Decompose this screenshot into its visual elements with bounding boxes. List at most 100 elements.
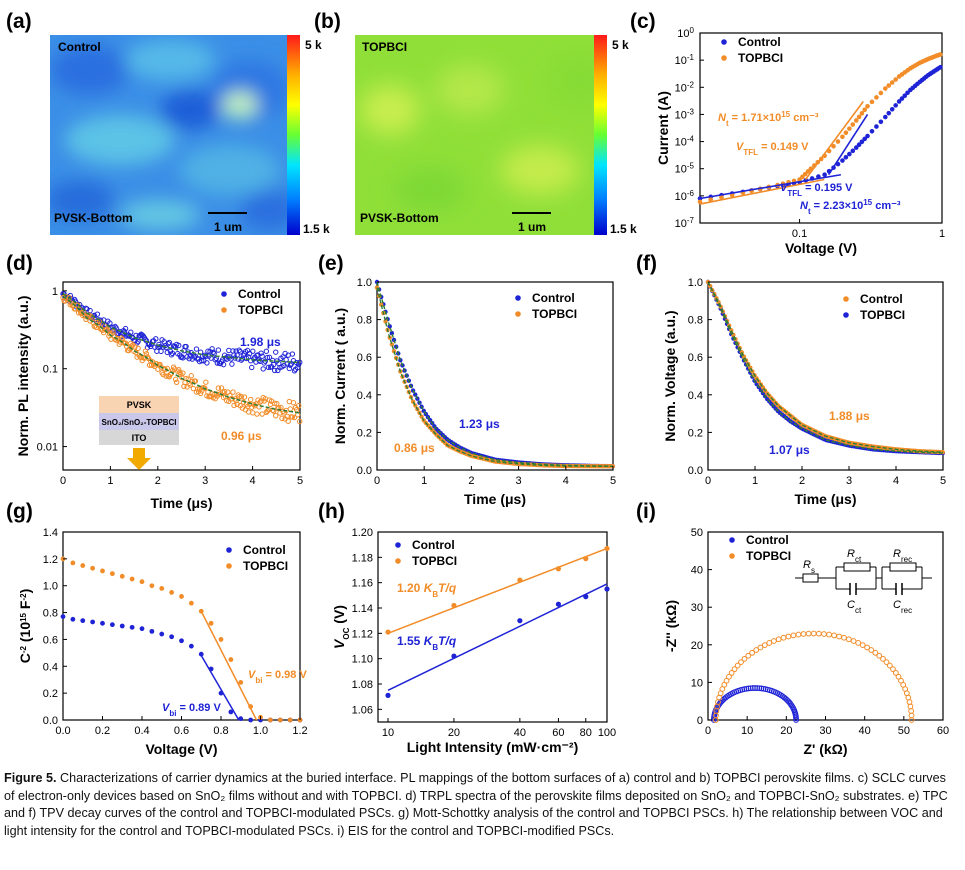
data-point — [236, 394, 242, 400]
text-span: = 0.195 V — [802, 182, 853, 194]
text-span: 10 — [675, 191, 687, 203]
chart-f-tpv: 0 1 2 3 4 5 Time (μs) 0.0 0.2 0.4 0.6 0.8 1.0 Norm. V… — [662, 277, 946, 507]
data-point — [203, 353, 209, 360]
data-point — [295, 402, 302, 409]
data-point — [800, 631, 807, 637]
data-point — [291, 414, 298, 421]
map-b-corner: PVSK-Bottom — [360, 211, 439, 225]
chart-d-trpl: PVSK SnO₂/SnO₂-TOPBCI ITO 0 1 2 3 4 5 Time (μs) 0.… — [15, 281, 303, 511]
map-a-title: Control — [58, 40, 101, 54]
text-span: -4 — [687, 134, 695, 143]
data-point — [555, 566, 562, 572]
data-point — [890, 666, 896, 673]
data-point — [840, 158, 845, 163]
data-point — [843, 130, 849, 136]
data-point — [865, 133, 870, 139]
plot-frame — [699, 32, 943, 224]
colorbar-b — [594, 35, 607, 235]
data-point — [297, 359, 303, 366]
annotation: 1.23 μs — [459, 417, 500, 431]
data-point — [734, 662, 741, 669]
x-tick-label: 1 — [752, 475, 758, 487]
text-span: 1.55 — [397, 634, 424, 648]
text-span: V — [162, 702, 171, 714]
fit-curve — [62, 293, 301, 364]
data-point — [886, 110, 892, 116]
light-arrow-icon — [127, 448, 151, 470]
data-point — [205, 348, 211, 354]
text-span: -6 — [687, 188, 695, 197]
text-span: R — [803, 559, 811, 571]
map-a-corner: PVSK-Bottom — [54, 211, 133, 225]
x-axis-label: Voltage (V) — [145, 741, 217, 757]
legend-marker — [729, 537, 735, 543]
circuit-label: Rs — [803, 559, 815, 575]
resistor-rrec-icon — [889, 562, 917, 572]
data-point — [109, 622, 115, 628]
data-point — [810, 630, 817, 637]
data-point — [868, 647, 875, 653]
y-tick-label: 1.0 — [688, 277, 703, 289]
data-point — [142, 348, 149, 354]
legend-label: TOPBCI — [738, 51, 783, 65]
data-point — [128, 329, 134, 335]
data-point — [259, 353, 265, 359]
text-span: T/q — [438, 581, 457, 595]
y-axis-label: Norm. Current ( a.u.) — [332, 308, 348, 444]
data-point — [757, 644, 764, 651]
y-tick-label: 1.06 — [352, 704, 373, 716]
text-span: t — [726, 119, 729, 128]
data-point — [847, 151, 852, 157]
text-span: s — [811, 566, 815, 575]
data-point — [938, 52, 943, 57]
data-point — [876, 652, 883, 659]
data-point — [391, 348, 397, 354]
data-point — [165, 340, 172, 347]
text-span: K — [424, 581, 434, 595]
x-tick-label: 3 — [846, 475, 852, 487]
data-point — [723, 677, 730, 684]
data-point — [780, 634, 787, 641]
data-point — [517, 618, 523, 624]
legend-marker — [515, 295, 521, 301]
data-point — [869, 128, 875, 134]
data-point — [826, 631, 832, 638]
data-point — [209, 346, 215, 352]
y-tick-label: 1 — [52, 286, 58, 298]
data-point — [122, 325, 129, 332]
x-tick-label: 0 — [705, 475, 711, 487]
data-point — [756, 685, 763, 692]
data-point — [389, 330, 395, 336]
data-point — [135, 338, 141, 345]
annotation: 0.96 μs — [221, 429, 262, 443]
data-point — [795, 631, 802, 638]
legend-label: Control — [746, 533, 789, 547]
data-point — [135, 345, 141, 351]
text-span: 1.20 — [397, 581, 424, 595]
y-tick-label: 0 — [697, 715, 703, 727]
data-point — [192, 378, 199, 384]
y-tick-label: 10-4 — [675, 134, 695, 149]
text-span: N — [800, 200, 809, 212]
plot-frame — [62, 281, 301, 471]
data-point — [100, 568, 105, 574]
data-point — [555, 601, 562, 607]
data-point — [129, 576, 135, 582]
data-point — [822, 172, 827, 178]
data-point — [238, 716, 244, 722]
data-point — [249, 364, 255, 371]
data-point — [845, 636, 852, 643]
text-span: OC — [342, 627, 351, 639]
circuit-label: Cct — [847, 599, 862, 615]
plot-frame — [377, 531, 608, 723]
colorbar-b-min: 1.5 k — [610, 222, 637, 236]
y-tick-label: 1.10 — [352, 654, 373, 666]
annotation: VTFL = 0.149 V — [736, 141, 809, 157]
x-tick-label: 1 — [939, 228, 945, 240]
text-span: bi — [255, 676, 262, 685]
x-tick-label: 20 — [448, 727, 460, 739]
y-tick-label: 0.2 — [43, 688, 58, 700]
y-tick-label: 0.6 — [43, 634, 58, 646]
legend-marker — [221, 307, 227, 313]
data-point — [264, 354, 271, 361]
